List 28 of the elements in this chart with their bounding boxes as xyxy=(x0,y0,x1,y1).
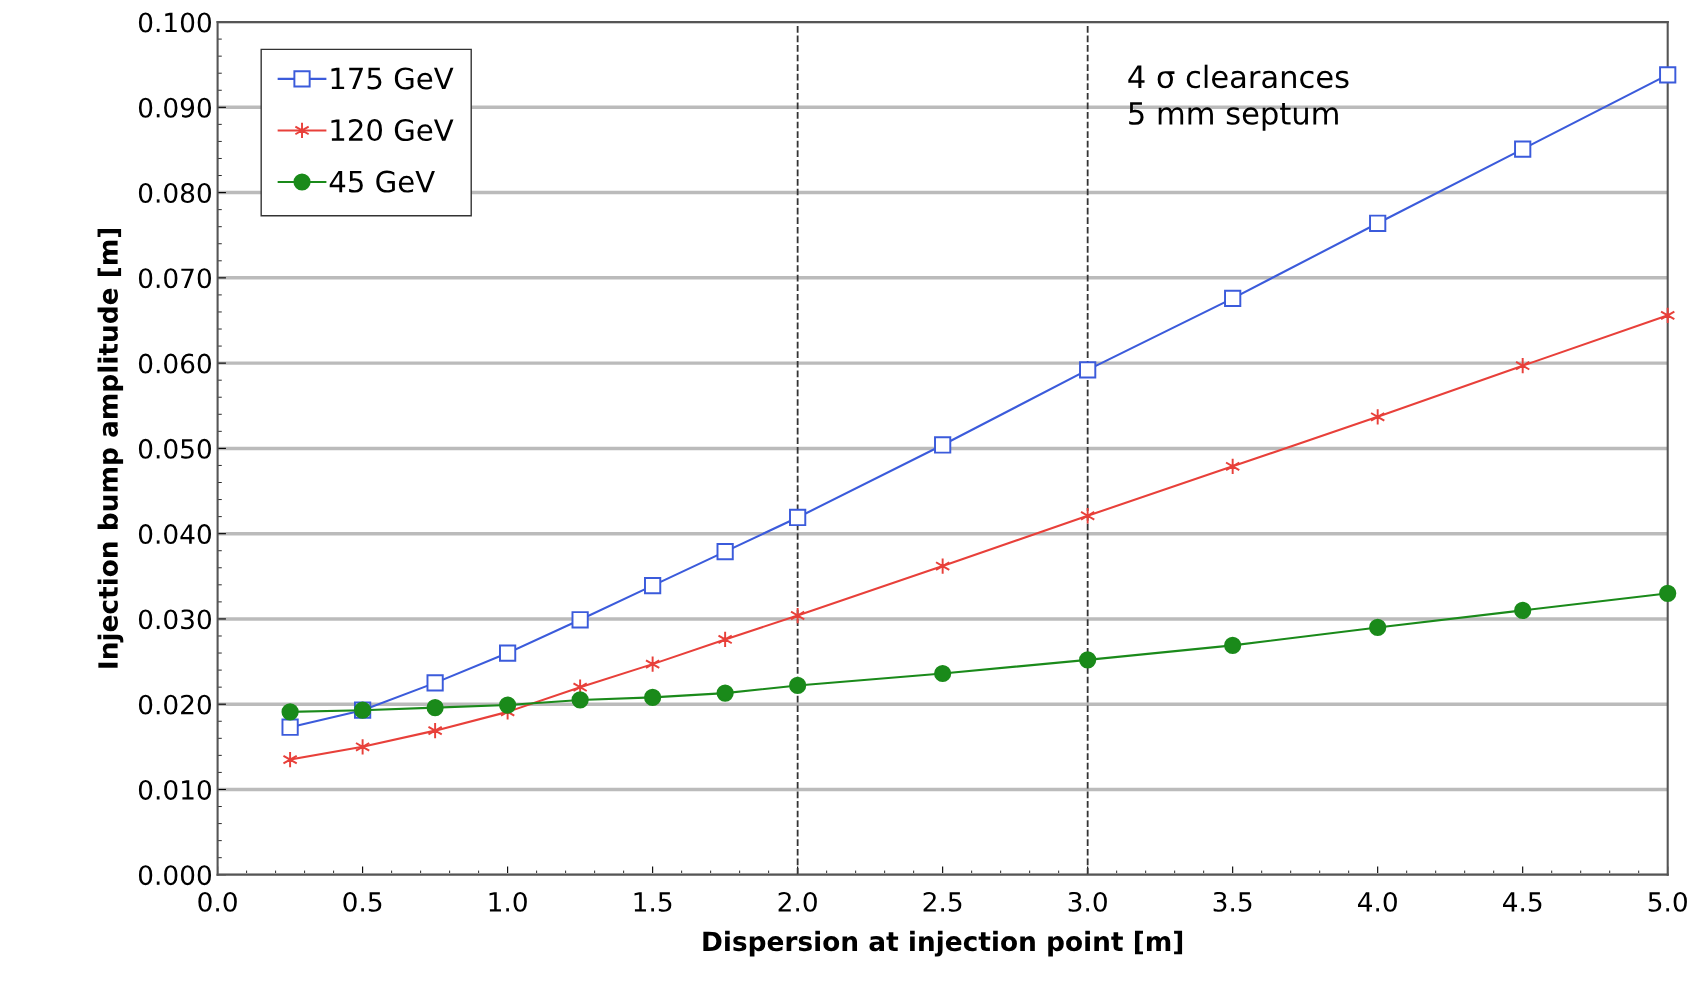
legend-label: 120 GeV xyxy=(331,118,454,142)
y-tick-label: 0.000 xyxy=(138,865,211,886)
y-tick-label: 0.040 xyxy=(138,524,211,545)
y-tick-label: 0.030 xyxy=(138,609,211,630)
x-tick-label: 2.0 xyxy=(778,891,817,912)
y-tick-label: 0.050 xyxy=(138,438,211,459)
annotation: 4 σ clearances 5 mm septum xyxy=(1128,64,1349,131)
x-tick-label: 1.0 xyxy=(489,891,527,912)
x-tick-label: 3.0 xyxy=(1068,891,1107,912)
y-tick-label: 0.090 xyxy=(138,97,211,118)
y-tick-label: 0.010 xyxy=(138,779,211,800)
x-tick-label: 4.5 xyxy=(1503,892,1542,912)
x-tick-label: 5.0 xyxy=(1648,891,1687,912)
x-tick-label: 0.5 xyxy=(343,891,382,912)
x-tick-label: 1.5 xyxy=(634,892,672,912)
legend-label: 45 GeV xyxy=(329,170,435,193)
legend-label: 175 GeV xyxy=(331,67,454,90)
y-tick-label: 0.070 xyxy=(138,268,211,289)
y-tick-label: 0.100 xyxy=(138,12,211,33)
y-tick-label: 0.060 xyxy=(138,353,211,374)
y-axis-title: Injection bump amplitude [m] xyxy=(97,228,124,668)
x-tick-label: 0.0 xyxy=(198,891,237,912)
y-tick-label: 0.020 xyxy=(138,694,211,715)
y-tick-label: 0.080 xyxy=(138,183,211,203)
x-tick-label: 2.5 xyxy=(923,891,962,912)
x-tick-label: 3.5 xyxy=(1213,891,1252,912)
x-axis-title: Dispersion at injection point [m] xyxy=(703,930,1183,957)
x-tick-label: 4.0 xyxy=(1357,891,1397,912)
